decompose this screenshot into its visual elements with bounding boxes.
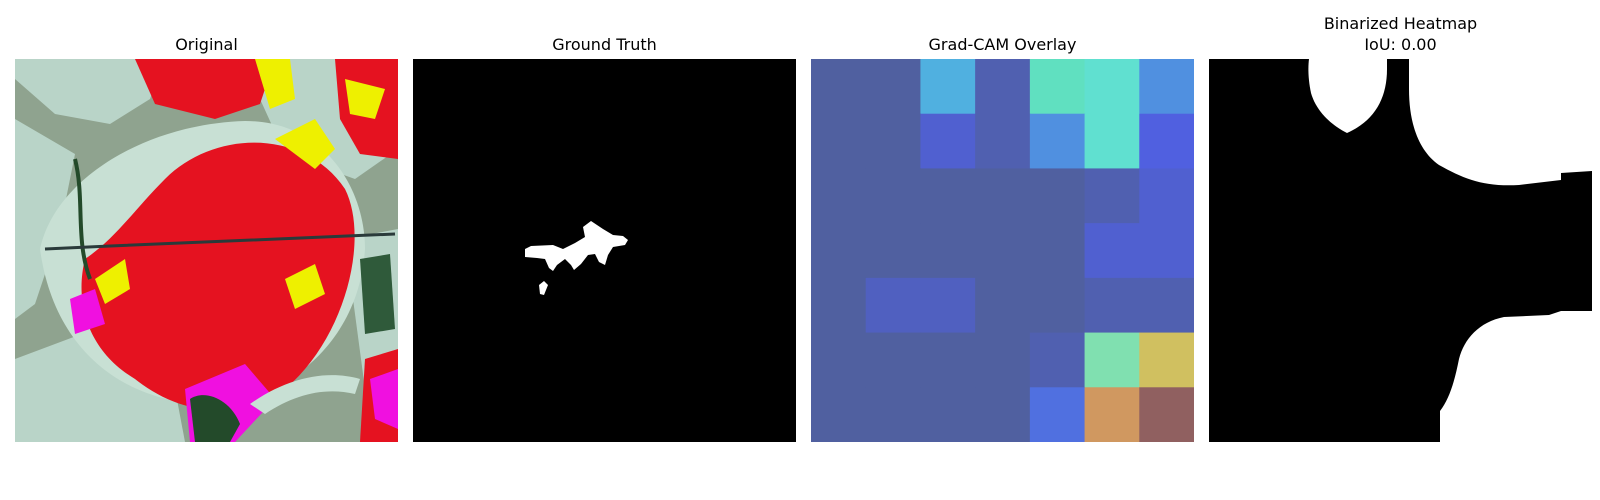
heatmap-cell-r2-c4 xyxy=(1029,168,1086,224)
original-title: Original xyxy=(175,35,238,54)
heatmap-cell-r4-c6 xyxy=(1139,277,1194,334)
original-yellow-patch-4 xyxy=(285,264,325,309)
heatmap-cell-r0-c6 xyxy=(1139,59,1194,115)
ground-truth-mask-fragment xyxy=(539,281,548,295)
heatmap-cell-r3-c1 xyxy=(865,223,921,279)
original-dark-right-patch xyxy=(360,254,395,334)
heatmap-cell-r5-c0 xyxy=(811,332,867,388)
gradcam-title: Grad-CAM Overlay xyxy=(928,35,1077,54)
heatmap-cell-r1-c2 xyxy=(920,113,976,169)
heatmap-cell-r6-c3 xyxy=(975,387,1031,442)
gradcam-image xyxy=(811,59,1194,442)
heatmap-cell-r6-c2 xyxy=(920,387,976,442)
original-image xyxy=(15,59,398,442)
heatmap-cell-r1-c0 xyxy=(811,113,867,169)
heatmap-cell-r0-c1 xyxy=(865,59,921,115)
heatmap-cell-r0-c0 xyxy=(811,59,867,115)
ground-truth-image xyxy=(413,59,796,442)
heatmap-cell-r4-c3 xyxy=(975,277,1031,334)
heatmap-cell-r3-c0 xyxy=(811,223,867,279)
binarized-mask-right-region xyxy=(1409,59,1592,186)
original-dark-leaf-edge xyxy=(73,158,92,280)
heatmap-cell-r3-c5 xyxy=(1084,223,1140,279)
heatmap-cell-r6-c6 xyxy=(1139,387,1194,442)
original-dark-bottom-patch xyxy=(190,395,240,442)
original-pale-stem-branches xyxy=(250,375,360,414)
heatmap-cell-r0-c4 xyxy=(1029,59,1086,115)
heatmap-cell-r3-c6 xyxy=(1139,223,1194,279)
original-left-pale-leaf xyxy=(15,119,75,319)
heatmap-cell-r2-c5 xyxy=(1084,168,1140,224)
heatmap-cell-r5-c4 xyxy=(1029,332,1086,388)
heatmap-cell-r0-c3 xyxy=(975,59,1031,115)
binarized-mask-top-left-blob xyxy=(1308,59,1387,133)
heatmap-cell-r1-c5 xyxy=(1084,113,1140,169)
heatmap-cell-r5-c1 xyxy=(865,332,921,388)
heatmap-cell-r2-c3 xyxy=(975,168,1031,224)
heatmap-cell-r1-c6 xyxy=(1139,113,1194,169)
heatmap-cell-r2-c1 xyxy=(865,168,921,224)
heatmap-cell-r4-c2 xyxy=(920,277,976,334)
original-magenta-patch-2 xyxy=(70,289,105,334)
ground-truth-title: Ground Truth xyxy=(552,35,657,54)
binarized-image xyxy=(1209,59,1592,442)
binarized-title: Binarized Heatmap xyxy=(1323,14,1478,33)
heatmap-cell-r6-c5 xyxy=(1084,387,1140,442)
original-bottom-left-pale-leaf xyxy=(15,329,185,442)
binarized-mask-bottom-right-region xyxy=(1440,311,1592,442)
heatmap-cell-r4-c5 xyxy=(1084,277,1140,334)
original-yellow-patch-1 xyxy=(275,119,335,169)
original-yellow-patch-3 xyxy=(345,79,385,119)
heatmap-cell-r3-c3 xyxy=(975,223,1031,279)
heatmap-cell-r5-c6 xyxy=(1139,332,1194,388)
heatmap-cell-r4-c1 xyxy=(865,277,921,334)
original-main-leaf-red xyxy=(81,142,355,411)
heatmap-cell-r1-c1 xyxy=(865,113,921,169)
heatmap-cell-r4-c4 xyxy=(1029,277,1086,334)
heatmap-cell-r1-c4 xyxy=(1029,113,1086,169)
heatmap-cell-r5-c2 xyxy=(920,332,976,388)
heatmap-cell-r5-c3 xyxy=(975,332,1031,388)
original-leaf-vein xyxy=(44,232,396,251)
heatmap-cell-r0-c2 xyxy=(920,59,976,115)
original-top-red-leaf xyxy=(135,59,275,119)
heatmap-cell-r3-c2 xyxy=(920,223,976,279)
heatmap-cell-r2-c6 xyxy=(1139,168,1194,224)
heatmap-cell-r6-c0 xyxy=(811,387,867,442)
heatmap-cell-r2-c0 xyxy=(811,168,867,224)
heatmap-cell-r0-c5 xyxy=(1084,59,1140,115)
heatmap-cell-r3-c4 xyxy=(1029,223,1086,279)
binarized-subtitle: IoU: 0.00 xyxy=(1364,35,1437,54)
heatmap-cell-r1-c3 xyxy=(975,113,1031,169)
heatmap-cell-r6-c1 xyxy=(865,387,921,442)
original-magenta-patch-3 xyxy=(370,369,398,429)
original-top-left-pale-leaf xyxy=(15,59,165,124)
heatmap-cell-r2-c2 xyxy=(920,168,976,224)
original-yellow-patch-5 xyxy=(95,259,130,304)
heatmap-cell-r5-c5 xyxy=(1084,332,1140,388)
original-yellow-patch-2 xyxy=(255,59,295,109)
heatmap-cell-r4-c0 xyxy=(811,277,867,334)
heatmap-cell-r6-c4 xyxy=(1029,387,1086,442)
ground-truth-mask-object xyxy=(525,221,628,271)
